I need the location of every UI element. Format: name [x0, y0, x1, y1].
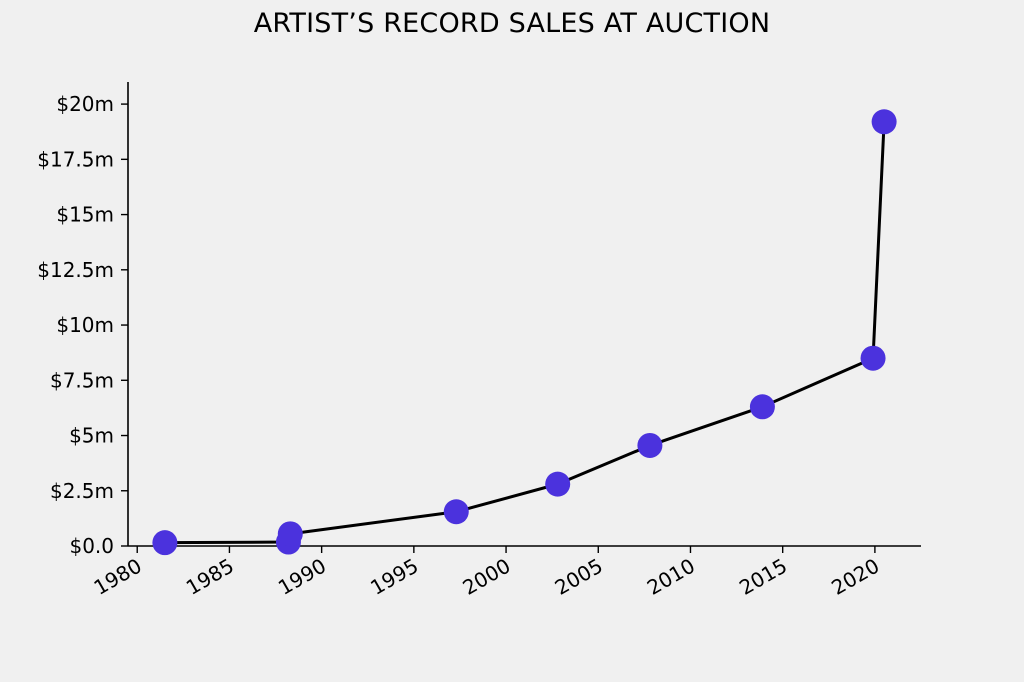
x-tick-label: 2015: [735, 554, 791, 600]
y-tick-label: $10m: [56, 313, 114, 337]
data-point: [545, 471, 571, 497]
y-tick-label: $2.5m: [50, 479, 114, 503]
x-tick-label: 2020: [827, 554, 883, 600]
y-tick-label: $0.0: [69, 534, 114, 558]
y-tick-label: $7.5m: [50, 368, 114, 392]
data-point: [749, 394, 775, 420]
data-point: [443, 499, 469, 525]
data-point: [637, 432, 663, 458]
chart-title: ARTIST’S RECORD SALES AT AUCTION: [253, 8, 771, 39]
data-point: [860, 345, 886, 371]
data-point: [152, 530, 178, 556]
y-tick-label: $15m: [56, 203, 114, 227]
y-tick-label: $20m: [56, 92, 114, 116]
x-tick-label: 1985: [182, 554, 238, 600]
y-tick-label: $12.5m: [37, 258, 114, 282]
data-point: [871, 109, 897, 135]
y-tick-label: $17.5m: [37, 147, 114, 171]
data-point: [277, 521, 303, 547]
x-tick-label: 1990: [274, 554, 330, 600]
series-line: [164, 121, 886, 545]
x-tick-label: 1995: [366, 554, 422, 600]
x-tick-label: 2010: [643, 554, 699, 600]
x-tick-label: 2005: [551, 554, 607, 600]
x-tick-label: 1980: [90, 554, 146, 600]
x-tick-label: 2000: [458, 554, 514, 600]
y-tick-label: $5m: [69, 424, 114, 448]
